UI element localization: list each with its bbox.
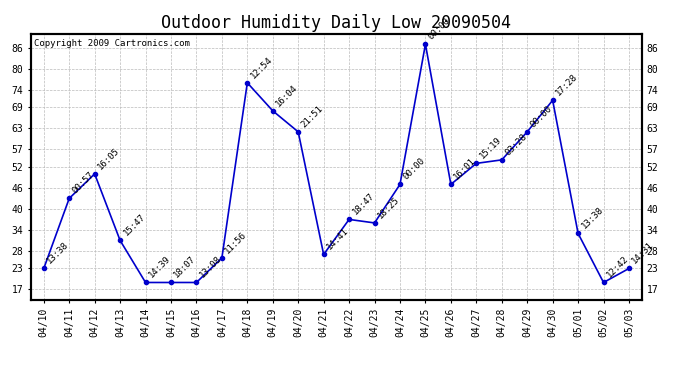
Text: 12:42: 12:42 — [605, 254, 630, 280]
Text: 11:56: 11:56 — [224, 230, 248, 255]
Text: Copyright 2009 Cartronics.com: Copyright 2009 Cartronics.com — [34, 39, 190, 48]
Text: 18:47: 18:47 — [351, 191, 376, 217]
Text: 00:00: 00:00 — [529, 104, 554, 129]
Text: 16:01: 16:01 — [452, 156, 477, 182]
Text: 16:04: 16:04 — [274, 82, 299, 108]
Text: 14:39: 14:39 — [147, 254, 172, 280]
Title: Outdoor Humidity Daily Low 20090504: Outdoor Humidity Daily Low 20090504 — [161, 14, 511, 32]
Text: 12:54: 12:54 — [248, 55, 274, 80]
Text: 13:08: 13:08 — [198, 254, 223, 280]
Text: 14:31: 14:31 — [631, 240, 655, 266]
Text: 18:25: 18:25 — [376, 195, 402, 220]
Text: 16:05: 16:05 — [96, 146, 121, 171]
Text: 00:00: 00:00 — [402, 156, 426, 182]
Text: 14:41: 14:41 — [325, 226, 351, 252]
Text: 13:38: 13:38 — [45, 240, 70, 266]
Text: 13:38: 13:38 — [580, 205, 605, 231]
Text: 15:19: 15:19 — [477, 135, 503, 160]
Text: 15:47: 15:47 — [121, 212, 147, 238]
Text: 00:57: 00:57 — [70, 170, 96, 196]
Text: 03:28: 03:28 — [503, 132, 529, 157]
Text: 17:28: 17:28 — [554, 72, 580, 98]
Text: 00:00: 00:00 — [427, 16, 452, 42]
Text: 18:07: 18:07 — [172, 254, 198, 280]
Text: 21:51: 21:51 — [299, 104, 325, 129]
